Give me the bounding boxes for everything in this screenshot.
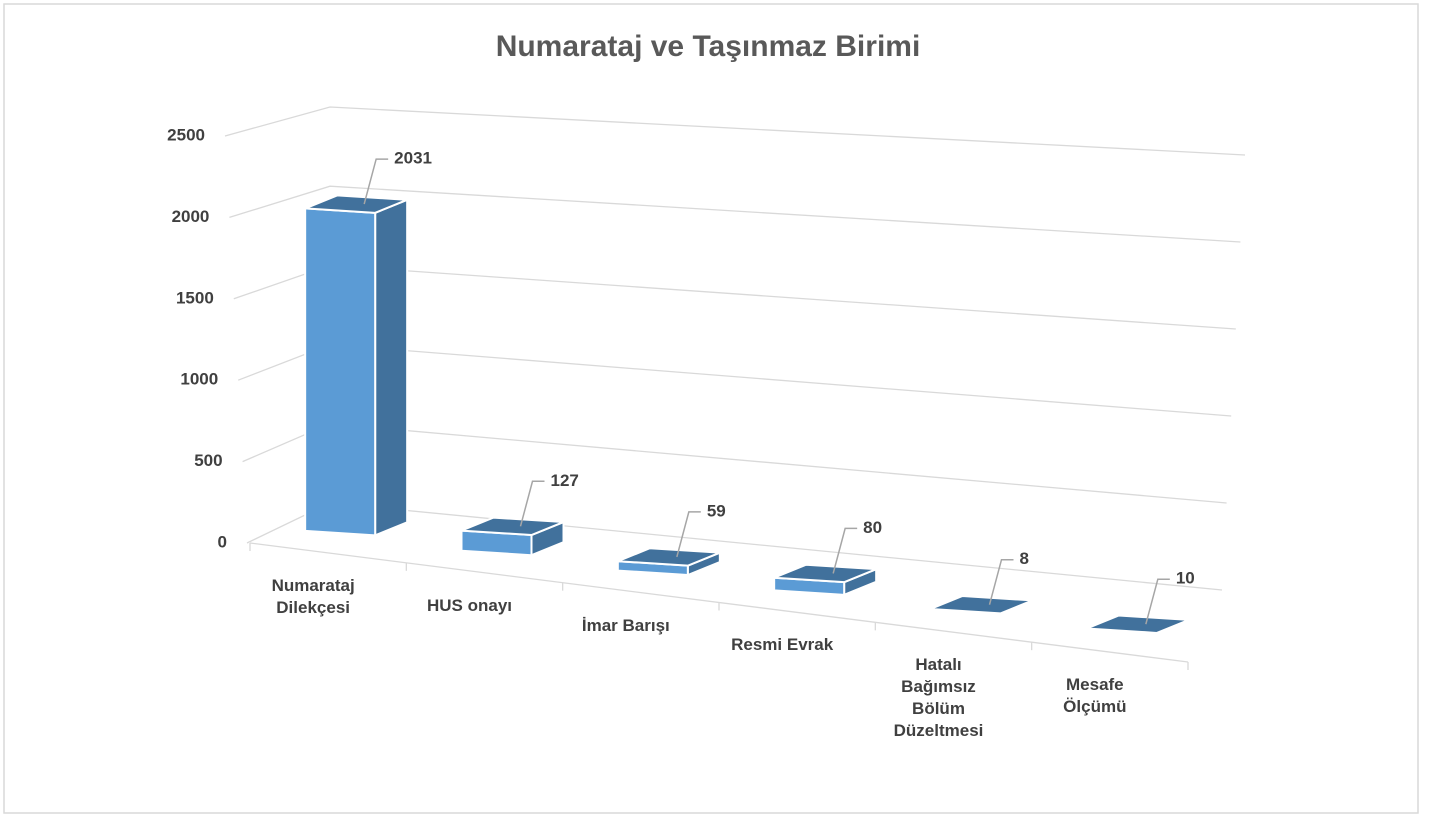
y-tick-label: 2500 (167, 125, 205, 144)
label-leader (832, 527, 858, 574)
x-tick-label: Numarataj Dilekçesi (271, 575, 355, 617)
y-tick-label: 0 (218, 532, 227, 551)
bar-top (617, 547, 721, 567)
label-leader (1145, 578, 1170, 625)
bar-top (461, 516, 564, 537)
x-tick-label: Resmi Evrak (731, 635, 834, 655)
x-tick-label: İmar Barışı (581, 615, 670, 635)
bar-top (773, 563, 877, 584)
x-tick-label: Mesafe Ölçümü (1063, 675, 1127, 717)
x-tick-label: HUS onayı (426, 595, 513, 615)
grid-line (224, 106, 1246, 156)
bar-top (304, 194, 408, 214)
data-label: 10 (1176, 569, 1195, 588)
data-label: 127 (551, 471, 579, 490)
data-label: 8 (1020, 549, 1029, 568)
data-label: 80 (863, 518, 882, 537)
chart-border (3, 3, 1419, 814)
y-tick-label: 1000 (180, 370, 218, 389)
bar-side (374, 198, 409, 537)
data-label: 59 (707, 501, 726, 520)
y-tick-label: 500 (194, 451, 222, 470)
grid-line (229, 185, 1241, 243)
y-tick-label: 1500 (176, 288, 214, 307)
label-leader (988, 558, 1014, 605)
chart-title: Numarataj ve Taşınmaz Birimi (496, 30, 921, 63)
label-leader (363, 158, 389, 205)
y-tick-label: 2000 (172, 207, 210, 226)
label-leader (519, 480, 545, 527)
data-label: 2031 (394, 149, 432, 168)
label-leader (676, 511, 701, 558)
bar-top (1086, 614, 1190, 634)
bar-top (930, 594, 1033, 615)
x-tick-label: Hatalı Bağımsız Bölüm Düzeltmesi (893, 655, 984, 741)
bar-front (304, 207, 377, 537)
